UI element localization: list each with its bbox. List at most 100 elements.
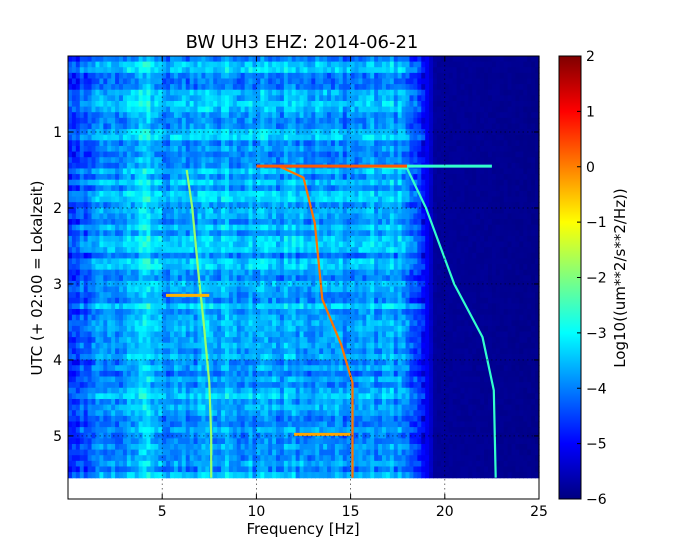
heatmap-cell (311, 106, 316, 113)
heatmap-cell (511, 174, 517, 181)
heatmap-cell (362, 219, 367, 226)
heatmap-cell (425, 269, 430, 276)
heatmap-cell (397, 252, 403, 260)
heatmap-cell (134, 100, 140, 108)
heatmap-cell (338, 224, 344, 231)
heatmap-cell (346, 174, 352, 181)
heatmap-cell (531, 213, 536, 220)
heatmap-cell (166, 275, 171, 282)
heatmap-cell (307, 247, 312, 254)
heatmap-cell (142, 112, 148, 119)
heatmap-cell (181, 95, 187, 102)
heatmap-cell (232, 72, 238, 80)
heatmap-cell (146, 95, 152, 102)
heatmap-cell (295, 190, 301, 198)
heatmap-cell (495, 280, 501, 288)
heatmap-cell (464, 202, 469, 209)
heatmap-cell (205, 252, 210, 260)
heatmap-cell (115, 247, 120, 254)
heatmap-cell (511, 151, 517, 158)
heatmap-cell (213, 100, 218, 108)
heatmap-cell (468, 196, 473, 203)
heatmap-cell (209, 129, 214, 136)
heatmap-cell (346, 258, 352, 265)
heatmap-cell (173, 168, 179, 175)
heatmap-cell (87, 235, 93, 243)
heatmap-cell (468, 129, 473, 136)
heatmap-cell (209, 264, 214, 271)
heatmap-cell (507, 224, 513, 231)
heatmap-cell (409, 151, 414, 158)
heatmap-cell (154, 264, 159, 271)
heatmap-cell (354, 123, 360, 130)
heatmap-cell (111, 72, 116, 80)
heatmap-cell (228, 202, 234, 209)
heatmap-cell (205, 123, 210, 130)
heatmap-cell (197, 168, 203, 175)
heatmap-cell (68, 89, 73, 96)
heatmap-cell (276, 106, 281, 113)
heatmap-cell (291, 190, 297, 198)
heatmap-cell (99, 100, 104, 108)
heatmap-cell (268, 168, 273, 175)
heatmap-cell (287, 207, 293, 215)
heatmap-cell (358, 140, 363, 147)
heatmap-cell (346, 264, 352, 271)
heatmap-cell (499, 202, 505, 209)
heatmap-cell (95, 61, 100, 68)
heatmap-cell (397, 224, 403, 231)
heatmap-cell (460, 123, 466, 130)
heatmap-cell (272, 123, 277, 130)
heatmap-cell (99, 95, 104, 102)
heatmap-cell (464, 247, 469, 254)
heatmap-cell (158, 140, 163, 147)
heatmap-cell (228, 145, 234, 153)
heatmap-cell (244, 61, 250, 68)
heatmap-cell (472, 157, 477, 164)
heatmap-cell (307, 134, 312, 141)
heatmap-cell (378, 252, 383, 260)
heatmap-cell (154, 219, 159, 226)
heatmap-cell (358, 67, 363, 74)
heatmap-cell (209, 157, 214, 164)
heatmap-cell (99, 67, 104, 74)
heatmap-cell (256, 269, 261, 276)
heatmap-cell (162, 61, 167, 68)
heatmap-cell (291, 179, 297, 186)
heatmap-cell (221, 162, 226, 170)
heatmap-cell (350, 252, 356, 260)
heatmap-cell (327, 185, 332, 192)
heatmap-cell (472, 117, 477, 125)
heatmap-cell (362, 145, 367, 153)
heatmap-cell (115, 61, 120, 68)
heatmap-cell (495, 134, 501, 141)
heatmap-cell (374, 230, 379, 237)
heatmap-cell (346, 67, 352, 74)
heatmap-cell (119, 235, 124, 243)
heatmap-cell (213, 129, 218, 136)
heatmap-cell (221, 67, 226, 74)
heatmap-cell (221, 89, 226, 96)
heatmap-cell (256, 106, 261, 113)
heatmap-cell (119, 258, 124, 265)
heatmap-cell (472, 72, 477, 80)
heatmap-cell (401, 100, 407, 108)
heatmap-cell (83, 275, 89, 282)
heatmap-cell (272, 202, 277, 209)
heatmap-cell (252, 151, 257, 158)
heatmap-cell (162, 145, 167, 153)
heatmap-cell (272, 241, 277, 248)
heatmap-cell (444, 230, 450, 237)
heatmap-cell (221, 84, 226, 91)
heatmap-cell (358, 235, 363, 243)
heatmap-cell (291, 84, 297, 91)
heatmap-cell (213, 95, 218, 102)
heatmap-cell (170, 106, 175, 113)
heatmap-cell (370, 106, 375, 113)
heatmap-cell (264, 174, 269, 181)
heatmap-cell (535, 67, 540, 74)
heatmap-cell (346, 269, 352, 276)
heatmap-cell (417, 241, 422, 248)
heatmap-cell (252, 61, 257, 68)
heatmap-cell (350, 190, 356, 198)
